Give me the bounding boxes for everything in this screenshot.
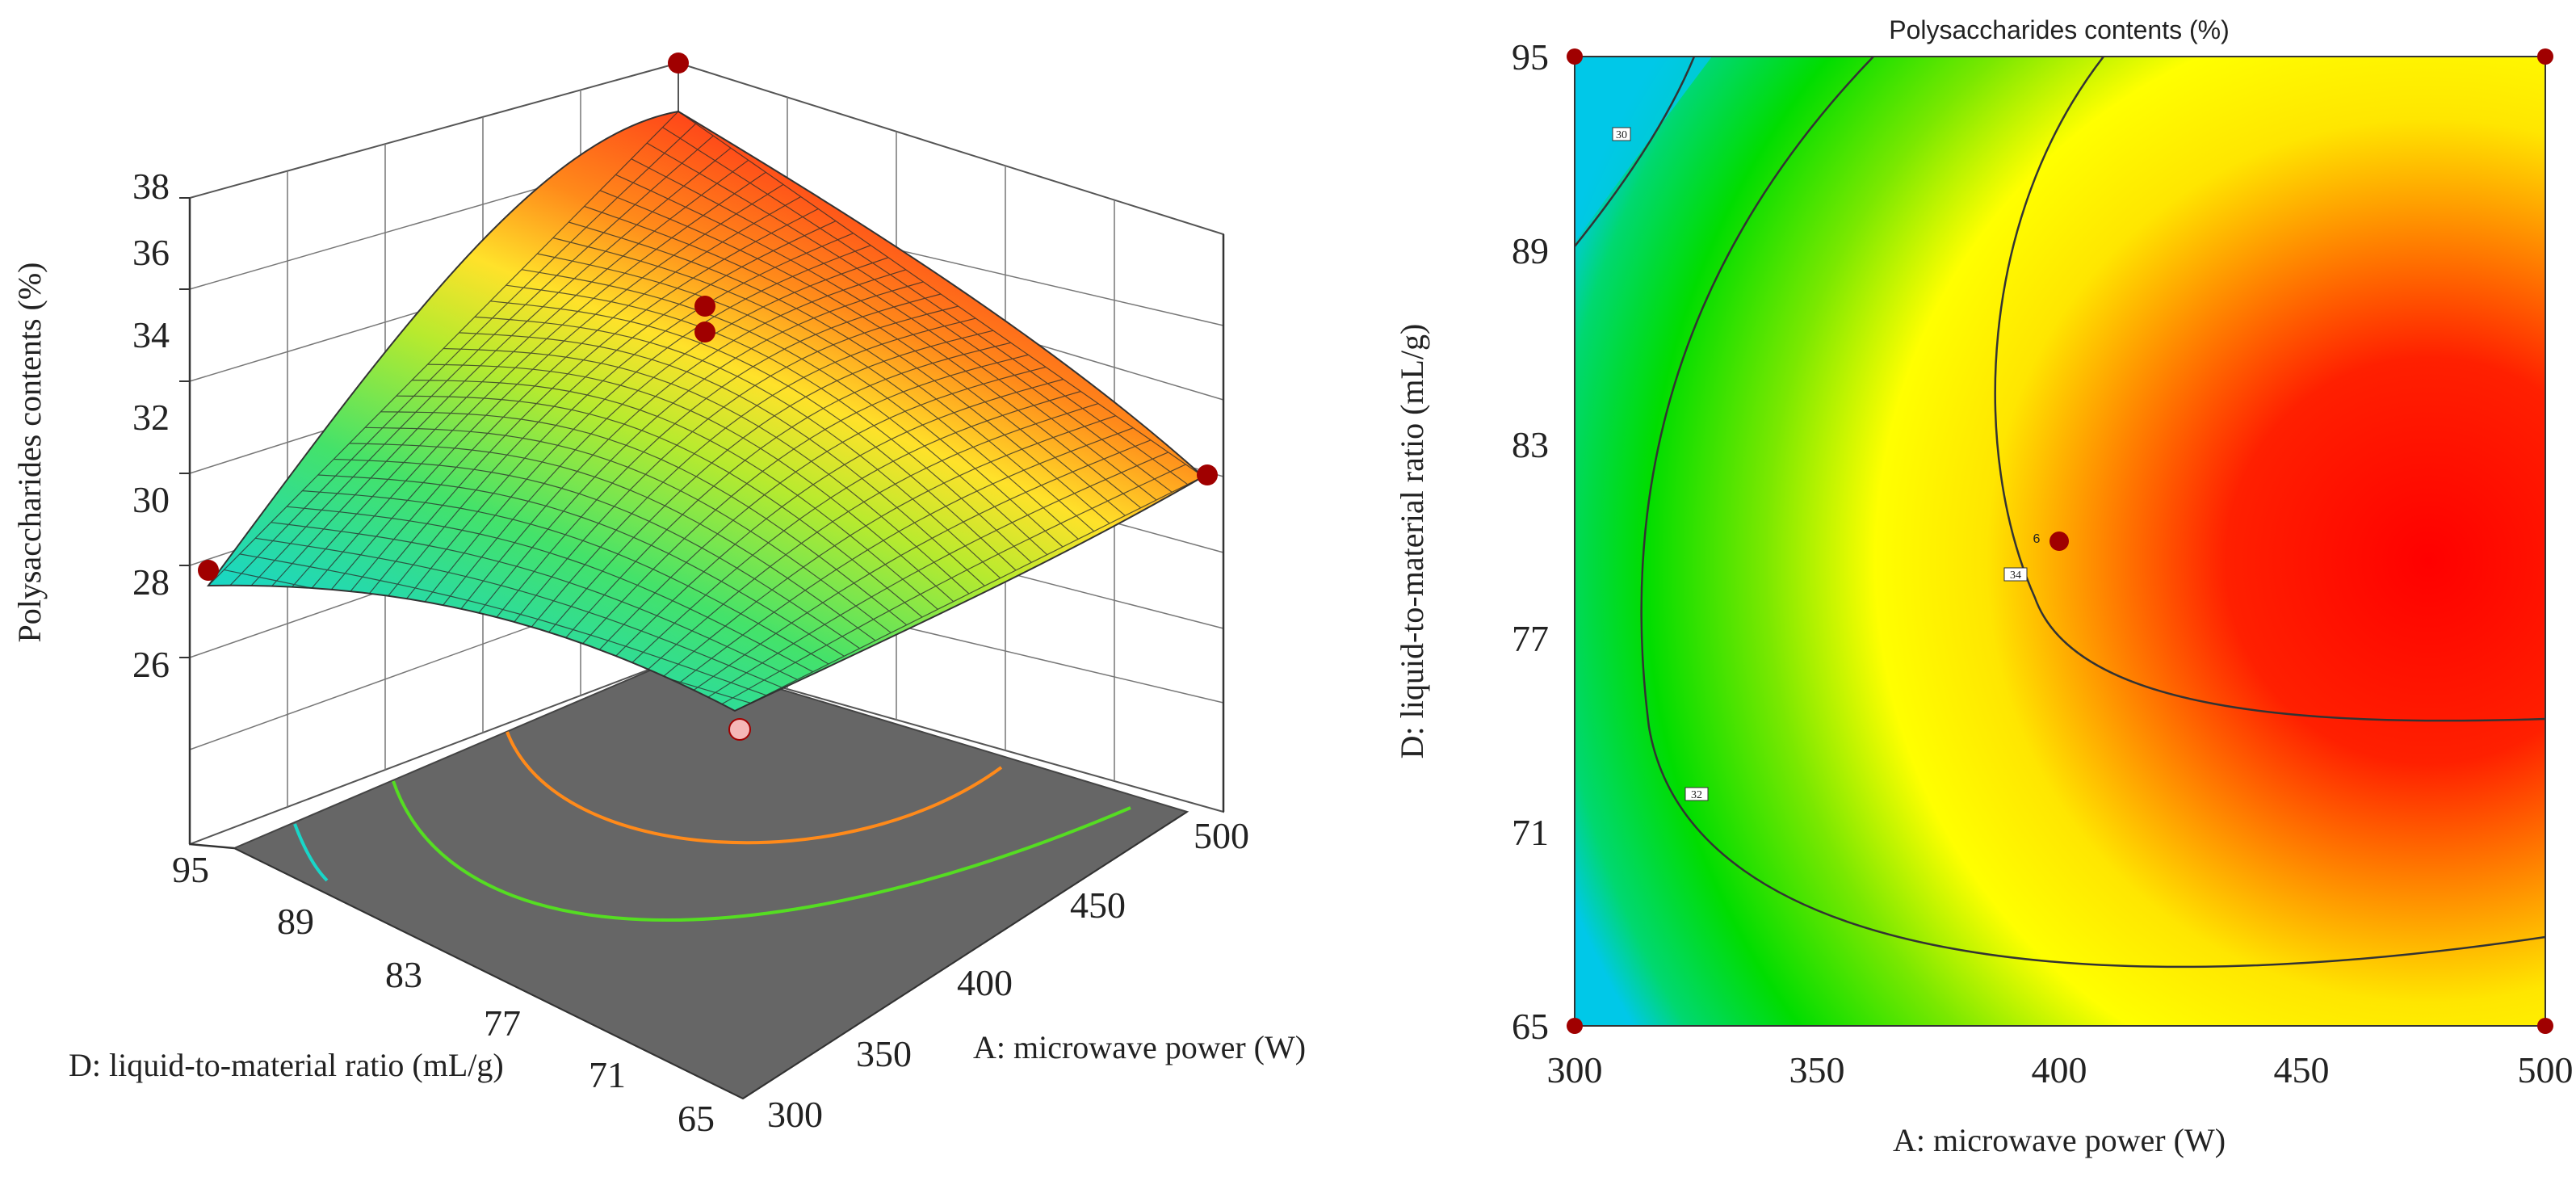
d-tick: 89	[277, 901, 314, 942]
contour-label-32: 32	[1691, 789, 1702, 801]
z-tick: 28	[132, 561, 170, 603]
a-tick: 350	[856, 1033, 912, 1074]
z-tick: 34	[132, 314, 170, 355]
a-axis: 300 350 400 450 500	[742, 811, 1249, 1135]
x-tick: 350	[1789, 1049, 1845, 1090]
x-tick: 500	[2518, 1049, 2574, 1090]
contour-y-axis: 95 89 83 77 71 65	[1512, 36, 1549, 1047]
y-tick: 95	[1512, 36, 1549, 78]
y-tick: 77	[1512, 618, 1549, 659]
surface-point-top	[668, 53, 689, 74]
mesh-line	[682, 439, 1152, 699]
contour-line-34	[1994, 57, 2545, 722]
z-tick: 32	[132, 397, 170, 438]
contour-line-32	[1640, 57, 2545, 969]
contour-labels: 30 32 34	[1612, 127, 2028, 801]
contour-line-30	[1575, 57, 1696, 247]
contour-label-30: 30	[1616, 129, 1627, 141]
z-tick: 36	[132, 232, 170, 273]
contour-point	[1567, 48, 1583, 65]
contour-xlabel: A: microwave power (W)	[1893, 1122, 2226, 1158]
center-replicate-label: 6	[2033, 532, 2041, 546]
mesh-line	[734, 476, 1203, 711]
y-tick: 83	[1512, 424, 1549, 465]
surface-xlabel: A: microwave power (W)	[973, 1029, 1306, 1065]
surface-point-left	[198, 560, 219, 581]
mesh-line	[717, 464, 1186, 708]
x-tick: 300	[1547, 1049, 1603, 1090]
response-surface	[206, 110, 1205, 712]
d-tick: 83	[385, 954, 422, 995]
contour-point	[2537, 1018, 2553, 1034]
y-tick: 65	[1512, 1006, 1549, 1047]
contour-x-axis: 300 350 400 450 500	[1547, 1049, 2574, 1090]
x-tick: 450	[2274, 1049, 2330, 1090]
a-tick: 500	[1194, 815, 1249, 856]
z-tick: 30	[132, 479, 170, 520]
d-tick: 71	[589, 1054, 626, 1095]
low-region	[1575, 57, 1712, 242]
contour-label-34: 34	[2010, 569, 2021, 582]
contour-frame	[1574, 56, 2546, 1027]
z-axis: 38 36 34 32 30 28 26	[132, 166, 191, 844]
z-tick: 26	[132, 644, 170, 685]
d-tick: 77	[484, 1002, 521, 1044]
contour-title: Polysaccharides contents (%)	[1889, 15, 2230, 44]
floor-contour-30	[293, 823, 329, 882]
surface-point-right	[1197, 464, 1218, 485]
surface-point-low	[728, 718, 751, 741]
mesh-line	[664, 427, 1134, 695]
surface-mesh	[208, 111, 1203, 711]
contour-point-center	[2049, 532, 2069, 551]
x-tick: 400	[2032, 1049, 2087, 1090]
mesh-line	[255, 537, 782, 688]
d-tick: 65	[678, 1098, 715, 1139]
a-tick: 450	[1070, 885, 1126, 926]
floor-contour-34	[506, 731, 1003, 845]
contour-point	[2537, 48, 2553, 65]
contour-plot: Polysaccharides contents (%) 30 32 34 6	[1394, 15, 2574, 1158]
a-tick: 400	[957, 962, 1013, 1003]
d-tick: 95	[172, 849, 209, 890]
z-tick: 38	[132, 166, 170, 207]
contour-point	[1567, 1018, 1583, 1034]
mesh-line	[271, 522, 798, 680]
a-tick: 300	[767, 1094, 823, 1135]
mesh-line	[286, 506, 813, 673]
floor-contour-32	[392, 780, 1131, 922]
d-axis: 95 89 83 77 71 65	[172, 847, 744, 1139]
surface-point-center-2	[694, 321, 715, 342]
surface-point-center-1	[694, 296, 715, 317]
mesh-line	[699, 452, 1168, 704]
mesh-line	[239, 553, 766, 696]
surface-ylabel: Polysaccharides contents (%)	[11, 263, 48, 643]
contour-ylabel: D: liquid-to-material ratio (mL/g)	[1394, 324, 1430, 759]
surface-depth-label: D: liquid-to-material ratio (mL/g)	[69, 1047, 504, 1083]
y-tick: 71	[1512, 812, 1549, 853]
surface-plot: 38 36 34 32 30 28 26 Polysaccharides con…	[11, 53, 1306, 1139]
y-tick: 89	[1512, 230, 1549, 271]
